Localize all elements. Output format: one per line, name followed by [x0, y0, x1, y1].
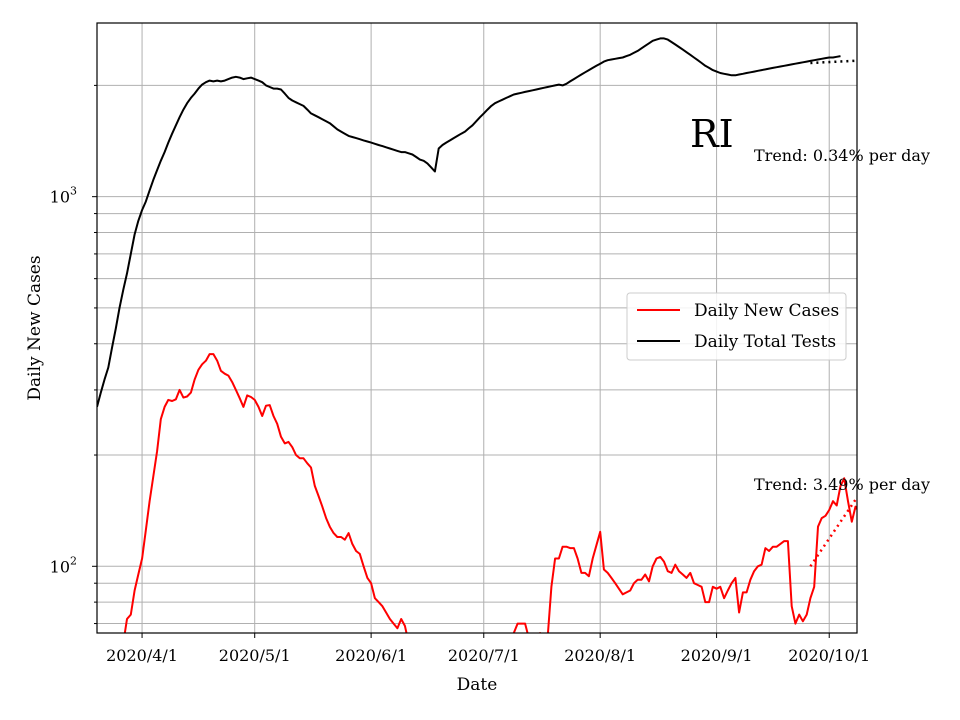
series-line-daily-total-tests: [97, 37, 841, 408]
legend-label-cases: Daily New Cases: [694, 301, 839, 321]
x-tick-label: 2020/8/1: [564, 646, 636, 665]
trend-annotation-tests: Trend: 0.34% per day: [754, 146, 930, 165]
state-title: RI: [690, 112, 734, 156]
ticks: [92, 84, 830, 638]
trend-annotation-cases: Trend: 3.49% per day: [754, 475, 930, 494]
series-line-daily-new-cases-segment-2: [512, 477, 857, 633]
x-axis-label: Date: [457, 675, 498, 695]
legend-box: [626, 292, 847, 361]
legend: Daily New Cases Daily Total Tests: [626, 292, 847, 361]
x-tick-label: 2020/9/1: [681, 646, 753, 665]
plot-frame: [96, 22, 858, 634]
x-tick-label: 2020/6/1: [335, 646, 407, 665]
x-tick-label: 2020/5/1: [219, 646, 291, 665]
y-axis-label: Daily New Cases: [25, 255, 45, 400]
x-tick-label: 2020/4/1: [106, 646, 178, 665]
x-tick-label: 2020/7/1: [448, 646, 520, 665]
tick-labels: 2020/4/1 2020/5/1 2020/6/1 2020/7/1 2020/8/1…: [50, 185, 871, 665]
series-line-daily-new-cases: [123, 353, 408, 633]
x-tick-label: 2020/10/1: [788, 646, 870, 665]
series-layer: [97, 37, 857, 633]
grid: [97, 23, 857, 633]
legend-label-tests: Daily Total Tests: [694, 332, 836, 352]
